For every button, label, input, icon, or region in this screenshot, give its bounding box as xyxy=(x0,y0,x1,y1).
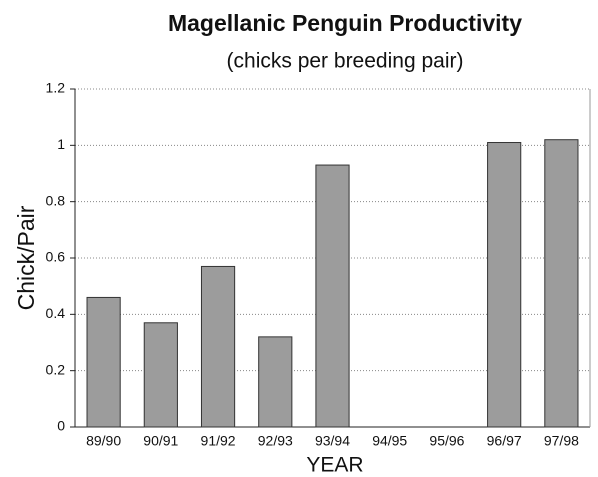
x-axis-label: YEAR xyxy=(306,454,363,477)
x-tick-label: 97/98 xyxy=(544,433,579,449)
y-tick-label: 0.4 xyxy=(46,305,66,321)
y-tick-label: 0.8 xyxy=(46,192,66,208)
bar xyxy=(258,336,293,428)
x-tick-label: 90/91 xyxy=(143,433,178,449)
x-tick-label: 89/90 xyxy=(86,433,121,449)
bar xyxy=(315,164,350,428)
chart-title: Magellanic Penguin Productivity xyxy=(168,10,522,36)
x-tick-label: 94/95 xyxy=(372,433,407,449)
y-tick-label: 0.6 xyxy=(46,249,66,265)
bar xyxy=(487,142,522,428)
x-tick-label: 91/92 xyxy=(201,433,236,449)
y-tick-label: 1.2 xyxy=(46,80,66,96)
x-tick-label: 95/96 xyxy=(429,433,464,449)
x-tick-label: 93/94 xyxy=(315,433,350,449)
bar xyxy=(544,139,579,428)
x-tick-label: 96/97 xyxy=(487,433,522,449)
bar xyxy=(143,322,178,428)
chart-subtitle: (chicks per breeding pair) xyxy=(227,50,464,73)
bar xyxy=(200,265,236,428)
x-tick-label: 92/93 xyxy=(258,433,293,449)
y-tick-label: 1 xyxy=(57,136,65,152)
y-axis-label: Chick/Pair xyxy=(13,205,39,310)
bar xyxy=(86,296,121,428)
y-tick-label: 0.2 xyxy=(46,361,66,377)
y-tick-label: 0 xyxy=(57,418,65,434)
